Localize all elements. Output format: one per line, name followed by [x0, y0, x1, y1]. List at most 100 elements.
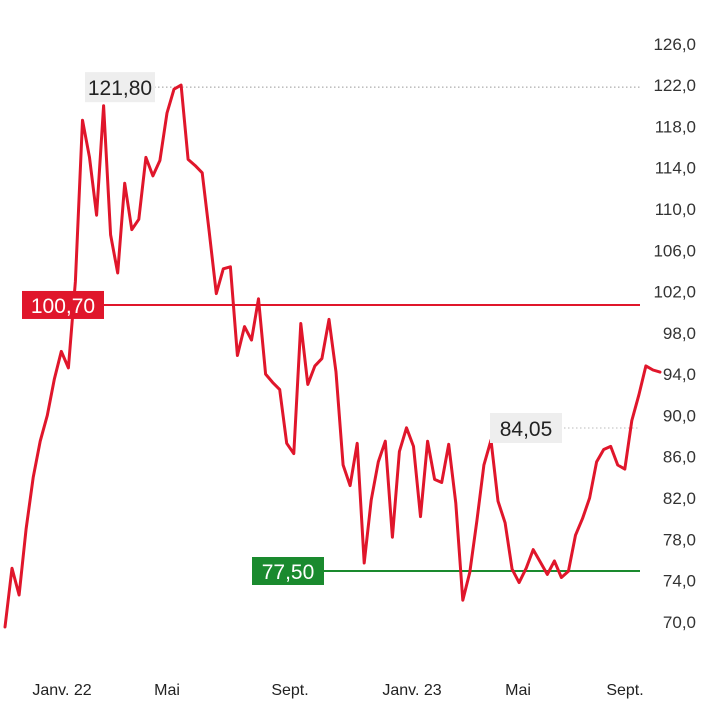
data-point — [243, 325, 245, 327]
data-point — [631, 419, 633, 421]
y-tick-label: 126,0 — [653, 35, 696, 54]
data-point — [588, 497, 590, 499]
y-tick-label: 98,0 — [663, 324, 696, 343]
data-point — [497, 500, 499, 502]
y-tick-label: 70,0 — [663, 613, 696, 632]
data-point — [46, 414, 48, 416]
data-point — [116, 272, 118, 274]
data-point — [574, 534, 576, 536]
x-tick-label: Mai — [505, 682, 531, 699]
data-point — [652, 369, 654, 371]
data-point — [314, 365, 316, 367]
data-point — [321, 357, 323, 359]
data-point — [236, 354, 238, 356]
data-point — [356, 442, 358, 444]
data-point — [166, 112, 168, 114]
data-point — [539, 561, 541, 563]
data-point — [124, 182, 126, 184]
y-tick-label: 82,0 — [663, 489, 696, 508]
x-tick-label: Janv. 23 — [382, 682, 441, 699]
data-point — [159, 159, 161, 161]
x-tick-label: Mai — [154, 682, 180, 699]
data-point — [88, 156, 90, 158]
data-point — [32, 476, 34, 478]
data-point — [25, 528, 27, 530]
y-tick-label: 106,0 — [653, 241, 696, 260]
series-line — [3, 83, 662, 629]
data-point — [645, 365, 647, 367]
data-point — [81, 119, 83, 121]
data-point — [4, 626, 6, 628]
data-point — [412, 445, 414, 447]
last-label: 84,05 — [500, 418, 553, 441]
y-axis-ticks: 126,0 122,0 118,0 114,0 110,0 106,0 102,0 98,0 9… — [653, 35, 696, 632]
data-point — [109, 234, 111, 236]
data-point — [67, 367, 69, 369]
y-tick-label: 110,0 — [655, 200, 696, 219]
y-tick-label: 114,0 — [655, 159, 696, 178]
data-point — [328, 318, 330, 320]
data-point — [18, 594, 20, 596]
data-point — [60, 350, 62, 352]
data-point — [286, 442, 288, 444]
data-point — [532, 548, 534, 550]
annotation-labels: 121,80 100,70 84,05 77,50 — [22, 72, 562, 585]
reference-lines — [100, 86, 640, 572]
x-axis-ticks: Janv. 22 Mai Sept. Janv. 23 Mai Sept. — [32, 682, 643, 699]
min-label: 77,50 — [262, 561, 315, 584]
data-point — [102, 105, 104, 107]
data-point — [194, 164, 196, 166]
data-point — [222, 268, 224, 270]
data-point — [398, 450, 400, 452]
data-point — [278, 388, 280, 390]
data-point — [595, 461, 597, 463]
y-tick-label: 94,0 — [663, 365, 696, 384]
data-point — [363, 562, 365, 564]
data-point — [11, 567, 13, 569]
data-point — [391, 536, 393, 538]
x-tick-label: Sept. — [606, 682, 643, 699]
data-point — [659, 371, 661, 373]
data-point — [208, 230, 210, 232]
data-point — [440, 481, 442, 483]
data-point — [504, 522, 506, 524]
data-point — [518, 581, 520, 583]
data-point — [370, 499, 372, 501]
data-point — [405, 427, 407, 429]
data-point — [152, 175, 154, 177]
data-point — [419, 515, 421, 517]
data-point — [95, 214, 97, 216]
y-tick-label: 90,0 — [663, 406, 696, 425]
data-point — [462, 599, 464, 601]
data-point — [426, 440, 428, 442]
data-point — [201, 172, 203, 174]
data-point — [173, 88, 175, 90]
data-point — [74, 280, 76, 282]
data-point — [180, 84, 182, 86]
data-point — [433, 478, 435, 480]
data-point — [469, 571, 471, 573]
x-tick-label: Janv. 22 — [32, 682, 91, 699]
data-point — [553, 560, 555, 562]
data-point — [264, 373, 266, 375]
min-label-box — [252, 557, 324, 585]
y-tick-label: 74,0 — [663, 572, 696, 591]
y-tick-label: 78,0 — [663, 530, 696, 549]
data-point — [448, 443, 450, 445]
data-point — [349, 484, 351, 486]
data-point — [257, 298, 259, 300]
data-point — [293, 452, 295, 454]
data-point — [567, 570, 569, 572]
data-point — [455, 502, 457, 504]
data-point — [384, 440, 386, 442]
x-tick-label: Sept. — [271, 682, 308, 699]
data-point — [617, 464, 619, 466]
data-point — [476, 520, 478, 522]
max-label-box — [85, 72, 155, 103]
data-point — [307, 383, 309, 385]
data-point — [560, 576, 562, 578]
data-point — [145, 156, 147, 158]
data-point — [53, 378, 55, 380]
data-point — [335, 371, 337, 373]
